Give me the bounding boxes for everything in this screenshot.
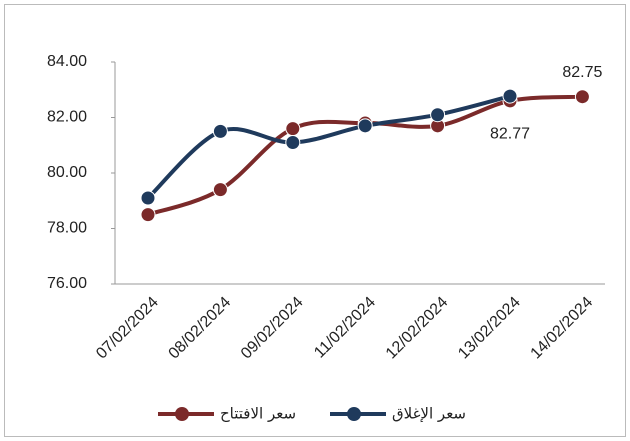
data-label: 82.77 [490,125,530,142]
legend-label: سعر الافتتاح [220,405,296,423]
point [285,121,301,137]
point [574,89,590,105]
legend-marker [347,407,361,421]
point [502,88,518,104]
y-tick-label: 80.00 [47,164,87,181]
point [140,190,156,206]
point [430,107,446,123]
y-tick-label: 82.00 [47,109,87,126]
point [212,123,228,139]
data-label: 82.75 [562,64,602,81]
y-tick-label: 78.00 [47,220,87,237]
point [357,118,373,134]
legend-label: سعر الإغلاق [392,405,466,423]
y-tick-label: 84.00 [47,53,87,70]
point [285,134,301,150]
y-tick-label: 76.00 [47,275,87,292]
chart-frame [4,4,626,437]
point [212,182,228,198]
legend-marker [175,407,189,421]
point [140,207,156,223]
